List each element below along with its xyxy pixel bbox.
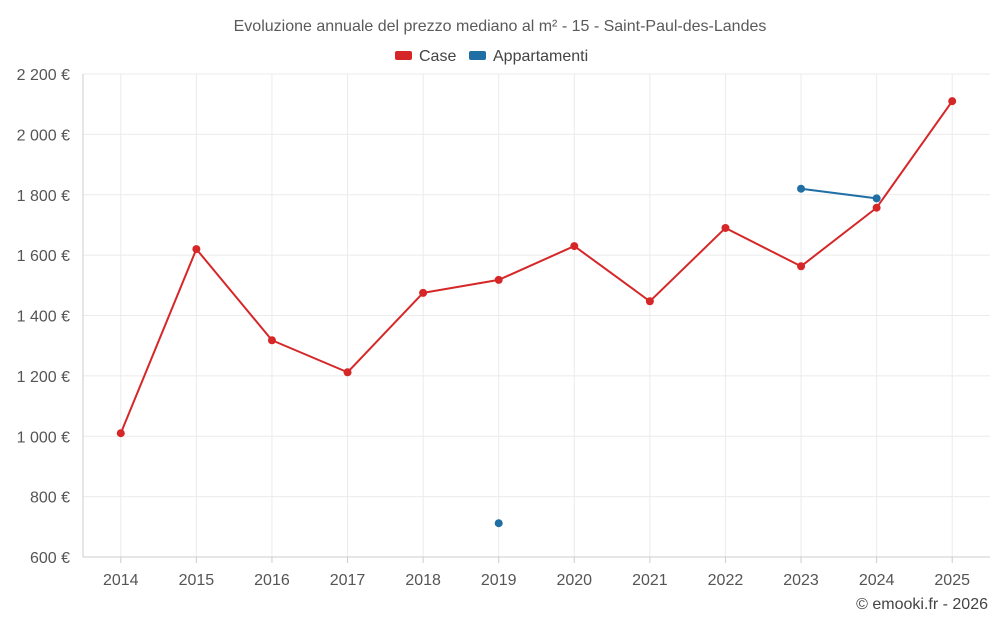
chart-title: Evoluzione annuale del prezzo mediano al… xyxy=(234,18,767,35)
data-point-case[interactable] xyxy=(570,242,579,251)
series-appartamenti xyxy=(494,184,881,528)
x-tick-label: 2017 xyxy=(330,572,366,589)
data-point-appartamenti[interactable] xyxy=(494,519,503,528)
data-point-case[interactable] xyxy=(872,203,881,212)
data-point-case[interactable] xyxy=(192,245,201,254)
data-point-case[interactable] xyxy=(645,297,654,306)
x-tick-label: 2024 xyxy=(859,572,895,589)
y-tick-label: 800 € xyxy=(30,490,70,507)
y-tick-label: 2 200 € xyxy=(17,67,70,84)
data-point-case[interactable] xyxy=(419,288,428,297)
series-line-appartamenti xyxy=(800,187,877,200)
data-point-case[interactable] xyxy=(797,262,806,271)
data-point-case[interactable] xyxy=(267,336,276,345)
x-tick-label: 2022 xyxy=(708,572,744,589)
credit-text: © emooki.fr - 2026 xyxy=(856,596,988,613)
series-case xyxy=(116,97,957,438)
y-tick-label: 1 600 € xyxy=(17,248,70,265)
x-tick-label: 2015 xyxy=(179,572,215,589)
axes: 600 € 800 € 1 000 € 1 200 € 1 400 € 1 600 € 1 … xyxy=(17,67,990,589)
legend-swatch-case[interactable] xyxy=(395,51,412,60)
y-tick-label: 1 200 € xyxy=(17,369,70,386)
x-tick-label: 2019 xyxy=(481,572,517,589)
x-tick-label: 2016 xyxy=(254,572,290,589)
data-point-case[interactable] xyxy=(116,429,125,438)
x-tick-label: 2025 xyxy=(934,572,970,589)
x-tick-label: 2020 xyxy=(556,572,592,589)
x-tick-label: 2023 xyxy=(783,572,819,589)
y-tick-label: 1 000 € xyxy=(17,429,70,446)
data-point-case[interactable] xyxy=(343,368,352,377)
data-point-case[interactable] xyxy=(494,275,503,284)
x-tick-label: 2021 xyxy=(632,572,668,589)
x-tick-label: 2018 xyxy=(405,572,441,589)
data-point-appartamenti[interactable] xyxy=(872,194,881,203)
y-tick-label: 1 400 € xyxy=(17,309,70,326)
data-point-case[interactable] xyxy=(948,97,957,106)
series-line-case xyxy=(119,100,954,434)
data-point-case[interactable] xyxy=(721,223,730,232)
legend: Case Appartamenti xyxy=(395,48,588,65)
grid xyxy=(83,73,990,557)
y-tick-label: 2 000 € xyxy=(17,127,70,144)
x-tick-label: 2014 xyxy=(103,572,139,589)
y-tick-label: 600 € xyxy=(30,550,70,567)
y-tick-label: 1 800 € xyxy=(17,188,70,205)
legend-swatch-appartamenti[interactable] xyxy=(469,51,486,60)
series xyxy=(116,97,957,528)
legend-label-appartamenti[interactable]: Appartamenti xyxy=(493,48,588,65)
data-point-appartamenti[interactable] xyxy=(797,184,806,193)
legend-label-case[interactable]: Case xyxy=(419,48,456,65)
